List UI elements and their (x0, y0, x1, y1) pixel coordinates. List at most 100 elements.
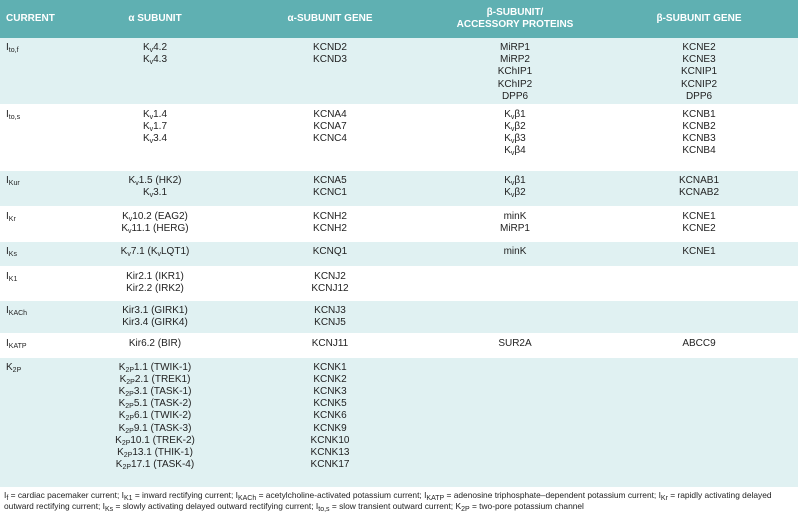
subscript: f (6, 495, 9, 502)
text: DPP6 (501, 90, 529, 102)
text: KCNK17 (310, 459, 350, 471)
table-cell: Kv1.4 Kv1.7 Kv3.4 (80, 104, 230, 170)
table-cell: Kvβ1 Kvβ2 (430, 170, 600, 206)
text: β1 (514, 174, 526, 186)
subscript: 2P (126, 378, 135, 386)
cell-line: MiRP1 (430, 223, 600, 235)
cell-line: K2P2.1 (TREK1) (80, 374, 230, 386)
cell-line: Ito,f (6, 42, 80, 54)
text: K (6, 361, 13, 373)
text: MiRP1 (499, 42, 530, 53)
text: 5.1 (TASK-2) (133, 398, 192, 410)
table-row: K2P K2P1.1 (TWIK-1) K2P2.1 (TREK1) K2P3.1 (… (0, 357, 798, 487)
text: K (142, 54, 150, 66)
subscript: Kr (8, 215, 16, 223)
subscript: v (510, 191, 515, 199)
text: KCNB2 (682, 120, 716, 132)
text: KCNK9 (313, 422, 347, 434)
subscript: 2P (123, 451, 133, 459)
cell-line: Kv7.1 (KvLQT1) (80, 246, 230, 258)
text: β2 (514, 186, 526, 198)
cell-line: IKACh (6, 305, 80, 317)
subscript: v (157, 250, 162, 258)
cell-line: Kir3.4 (GIRK4) (80, 317, 230, 329)
table-cell (600, 266, 798, 300)
cell-line: K2P6.1 (TWIK-2) (80, 410, 230, 422)
cell-line: Kir6.2 (BIR) (80, 338, 230, 350)
table-cell: KCNE1 KCNE2 (600, 206, 798, 241)
header-line: CURRENT (6, 13, 55, 24)
text: β2 (514, 120, 526, 132)
cell-line: KCNE1 (600, 211, 798, 223)
subscript: v (149, 137, 154, 145)
text: KChIP1 (497, 66, 533, 78)
table-cell: MiRP1 MiRP2 KChIP1 KChIP2 DPP6 (430, 38, 600, 104)
text: 1.7 (153, 120, 168, 132)
cell-line: Kvβ3 (430, 133, 600, 145)
cell-line: IKr (6, 211, 80, 223)
text: KCNA4 (313, 108, 347, 120)
text: = slow transient outward current; K (329, 501, 462, 511)
cell-line: DPP6 (600, 91, 798, 103)
subscript: v (149, 191, 154, 199)
text: KCNB3 (682, 132, 716, 144)
cell-line: KCNE2 (600, 42, 798, 54)
text: MiRP2 (499, 54, 530, 66)
cell-line: minK (430, 246, 600, 258)
column-header: α-SUBUNIT GENE (230, 0, 430, 38)
cell-line: KCNA5 (230, 175, 430, 187)
cell-line: KCNQ1 (230, 246, 430, 258)
table-cell: KCNA5 KCNC1 (230, 170, 430, 206)
subscript: 2P (12, 366, 22, 374)
subscript: v (149, 47, 154, 54)
subscript: v (149, 59, 154, 67)
text: I (6, 304, 9, 316)
table-cell (430, 357, 600, 487)
cell-line: K2P10.1 (TREK-2) (80, 435, 230, 447)
subscript: Ks (105, 506, 114, 513)
table-cell: KCNH2 KCNH2 (230, 206, 430, 241)
text: KCNB1 (682, 108, 716, 120)
table-row: IKATP Kir6.2 (BIR) KCNJ11 SUR2A ABCC9 (0, 333, 798, 357)
text: β3 (514, 132, 526, 144)
table-cell (430, 300, 600, 333)
cell-line: ABCC9 (600, 338, 798, 350)
subscript: 2P (125, 403, 134, 411)
cell-line: Kv3.4 (80, 133, 230, 145)
cell-line: Kvβ1 (430, 175, 600, 187)
column-header: β-SUBUNIT/ACCESSORY PROTEINS (430, 0, 600, 38)
text: K (118, 385, 126, 397)
text: I (6, 245, 9, 257)
text: K (504, 174, 511, 186)
table-cell: IKACh (0, 300, 80, 333)
text: K (504, 186, 511, 198)
cell-line: Kv11.1 (HERG) (80, 223, 230, 235)
text: KCNH2 (313, 222, 347, 234)
text: 4.3 (153, 54, 168, 66)
text: KCNA5 (313, 174, 347, 186)
text: Kir3.4 (GIRK4) (122, 316, 188, 328)
table-cell: KCNAB1 KCNAB2 (600, 170, 798, 206)
text: β1 (514, 108, 526, 120)
text: KCNK13 (310, 446, 350, 458)
table-row: IKur Kv1.5 (HK2) Kv3.1 KCNA5 KCNC1 Kvβ1 Kvβ2 KC… (0, 170, 798, 206)
cell-line: Kv4.2 (80, 42, 230, 54)
table-cell: Ito,s (0, 104, 80, 170)
cell-line: Kv3.1 (80, 187, 230, 199)
table-row: Ito,f Kv4.2 Kv4.3 KCND2 KCND3 MiRP1 MiRP2 KChIP… (0, 38, 798, 104)
text: I (6, 174, 9, 186)
cell-line: Ito,s (6, 109, 80, 121)
text: 11.1 (HERG) (131, 222, 189, 234)
subscript: KATP (426, 495, 445, 502)
text: KCNQ1 (312, 245, 348, 257)
table-row: IKr Kv10.2 (EAG2) Kv11.1 (HERG) KCNH2 KCNH2 m… (0, 206, 798, 241)
subscript: Ks (8, 250, 17, 258)
text: KCNH2 (313, 210, 347, 222)
text: KCNJ12 (311, 282, 349, 294)
text: KCNAB1 (678, 174, 719, 186)
subscript: KACh (8, 309, 28, 317)
footnote: If = cardiac pacemaker current; IK1 = in… (4, 490, 794, 513)
text: KCNK10 (310, 434, 350, 446)
subscript: KACh (237, 495, 257, 502)
table-cell: K2P1.1 (TWIK-1) K2P2.1 (TREK1) K2P3.1 (TAS… (80, 357, 230, 487)
